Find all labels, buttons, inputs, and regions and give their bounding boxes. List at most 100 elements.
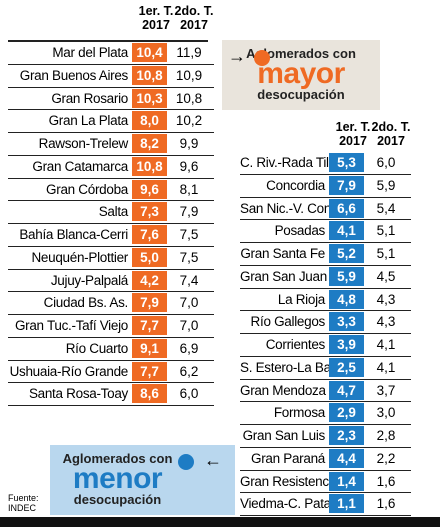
value-q1: 7,9	[132, 293, 167, 313]
region-name: Gran Buenos Aires	[19, 67, 129, 83]
value-q2: 6,2	[179, 363, 199, 379]
value-q2: 7,0	[179, 295, 199, 311]
table-row: Concordia 7,9 5,9	[240, 175, 411, 198]
region-name: Gran Tuc.-Tafí Viejo	[14, 318, 128, 333]
value-q1: 4,2	[132, 270, 167, 290]
arrow-right: →	[228, 46, 246, 66]
table-row: Ushuaia-Río Grande 7,7 6,2	[8, 361, 214, 384]
table-row: Salta 7,3 7,9	[8, 201, 214, 224]
value-q1: 9,6	[132, 179, 167, 199]
source-name: INDEC	[8, 503, 37, 513]
value-q2: 1,6	[376, 473, 396, 489]
table-row: Gran Paraná 4,4 2,2	[240, 448, 411, 471]
value-q1: 4,7	[329, 380, 364, 400]
callout-low: Aglomerados con menor desocupación	[50, 445, 235, 515]
value-q1: 1,4	[329, 471, 364, 491]
region-name: S. Estero-La Banda	[240, 359, 353, 375]
table-row: Corrientes 3,9 4,1	[240, 334, 411, 357]
value-q1: 4,8	[329, 289, 364, 309]
value-q2: 2,2	[376, 450, 396, 466]
value-q2: 2,8	[376, 428, 396, 443]
value-q1: 10,3	[132, 88, 167, 108]
value-q1: 8,0	[132, 111, 167, 131]
table-row: Río Cuarto 9,1 6,9	[8, 338, 214, 361]
table-row: Gran Córdoba 9,6 8,1	[8, 179, 214, 202]
region-name: Rawson-Trelew	[38, 136, 129, 151]
region-name: Viedma-C. Patag.	[240, 496, 342, 512]
value-q2: 9,6	[179, 158, 199, 174]
callout-emphasis: mayor	[257, 57, 345, 90]
table-row: C. Riv.-Rada Tilly 5,3 6,0	[240, 152, 411, 175]
region-name: Formosa	[273, 405, 325, 421]
value-q1: 2,9	[329, 403, 364, 423]
region-name: Gran Catamarca	[32, 158, 128, 174]
region-name: Gran San Luis	[242, 428, 326, 443]
region-name: C. Riv.-Rada Tilly	[240, 155, 338, 170]
left-top-rule	[8, 40, 208, 42]
arrow-left: ←	[204, 450, 222, 470]
table-row: Gran Mendoza 4,7 3,7	[240, 380, 411, 403]
value-q1: 1,1	[329, 494, 364, 514]
table-row: Gran Santa Fe 5,2 5,1	[240, 243, 411, 266]
value-q1: 7,3	[132, 202, 167, 222]
value-q1: 4,1	[329, 221, 364, 241]
table-row: Gran Catamarca 10,8 9,6	[8, 156, 214, 179]
table-row: Mar del Plata 10,4 11,9	[8, 42, 214, 65]
table-row: Gran San Luis 2,3 2,8	[240, 425, 411, 448]
value-q1: 8,2	[132, 134, 167, 153]
value-q1: 5,9	[329, 266, 364, 286]
region-name: Gran Resistencia	[240, 473, 339, 489]
value-q2: 4,5	[376, 268, 396, 284]
region-name: Ciudad Bs. As.	[43, 295, 129, 311]
table-row: Bahía Blanca-Cerri 7,6 7,5	[8, 224, 214, 247]
callout-line2: desocupación	[73, 492, 162, 507]
value-q2: 10,2	[175, 113, 203, 129]
table-row: San Nic.-V. Const. 6,6 5,4	[240, 198, 411, 221]
value-q2: 9,9	[179, 136, 199, 151]
table-row: Viedma-C. Patag. 1,1 1,6	[240, 493, 411, 516]
region-name: Gran Mendoza	[240, 382, 326, 398]
callout-emphasis: menor	[72, 462, 163, 495]
table-row: S. Estero-La Banda 2,5 4,1	[240, 357, 411, 380]
value-q2: 5,1	[376, 246, 396, 261]
column-header: 1er. T. 2017	[335, 120, 371, 148]
region-name: La Rioja	[277, 291, 325, 307]
region-name: Gran Rosario	[51, 90, 128, 106]
region-name: Neuquén-Plottier	[31, 249, 128, 265]
table-row: La Rioja 4,8 4,3	[240, 289, 411, 312]
value-q2: 8,1	[179, 181, 199, 197]
table-row: Gran San Juan 5,9 4,5	[240, 266, 411, 289]
value-q1: 4,4	[329, 448, 364, 468]
region-name: Río Gallegos	[250, 314, 326, 330]
region-name: Bahía Blanca-Cerri	[19, 227, 128, 242]
table-row: Gran Resistencia 1,4 1,6	[240, 471, 411, 494]
callout-line2: desocupación	[257, 87, 345, 102]
value-q2: 6,0	[179, 386, 199, 402]
region-name: Mar del Plata	[52, 45, 128, 60]
table-row: Posadas 4,1 5,1	[240, 220, 411, 243]
orange-dot	[254, 50, 270, 66]
region-name: Jujuy-Palpalá	[50, 272, 128, 288]
column-header: 2do. T. 2017	[371, 120, 411, 148]
value-q1: 3,3	[329, 312, 364, 332]
region-name: Santa Rosa-Toay	[28, 386, 128, 402]
value-q1: 3,9	[329, 335, 364, 354]
region-name: Gran Paraná	[251, 450, 325, 466]
region-name: Gran Santa Fe	[240, 246, 325, 261]
value-q2: 4,3	[376, 291, 396, 307]
region-name: Ushuaia-Río Grande	[9, 363, 129, 379]
column-header: 1er. T. 2017	[138, 4, 174, 32]
region-name: Gran Córdoba	[46, 181, 128, 197]
value-q2: 1,6	[376, 496, 396, 512]
value-q1: 7,7	[132, 361, 167, 381]
value-q2: 3,0	[376, 405, 396, 421]
value-q2: 4,1	[376, 337, 396, 352]
region-name: San Nic.-V. Const.	[240, 200, 345, 216]
region-name: Gran San Juan	[240, 268, 327, 284]
value-q2: 6,0	[376, 155, 396, 170]
value-q2: 4,3	[376, 314, 396, 330]
value-q2: 5,1	[376, 223, 396, 239]
callout-line1: Aglomerados con	[62, 451, 173, 466]
table-row: Santa Rosa-Toay 8,6 6,0	[8, 383, 214, 406]
blue-dot	[178, 454, 194, 470]
